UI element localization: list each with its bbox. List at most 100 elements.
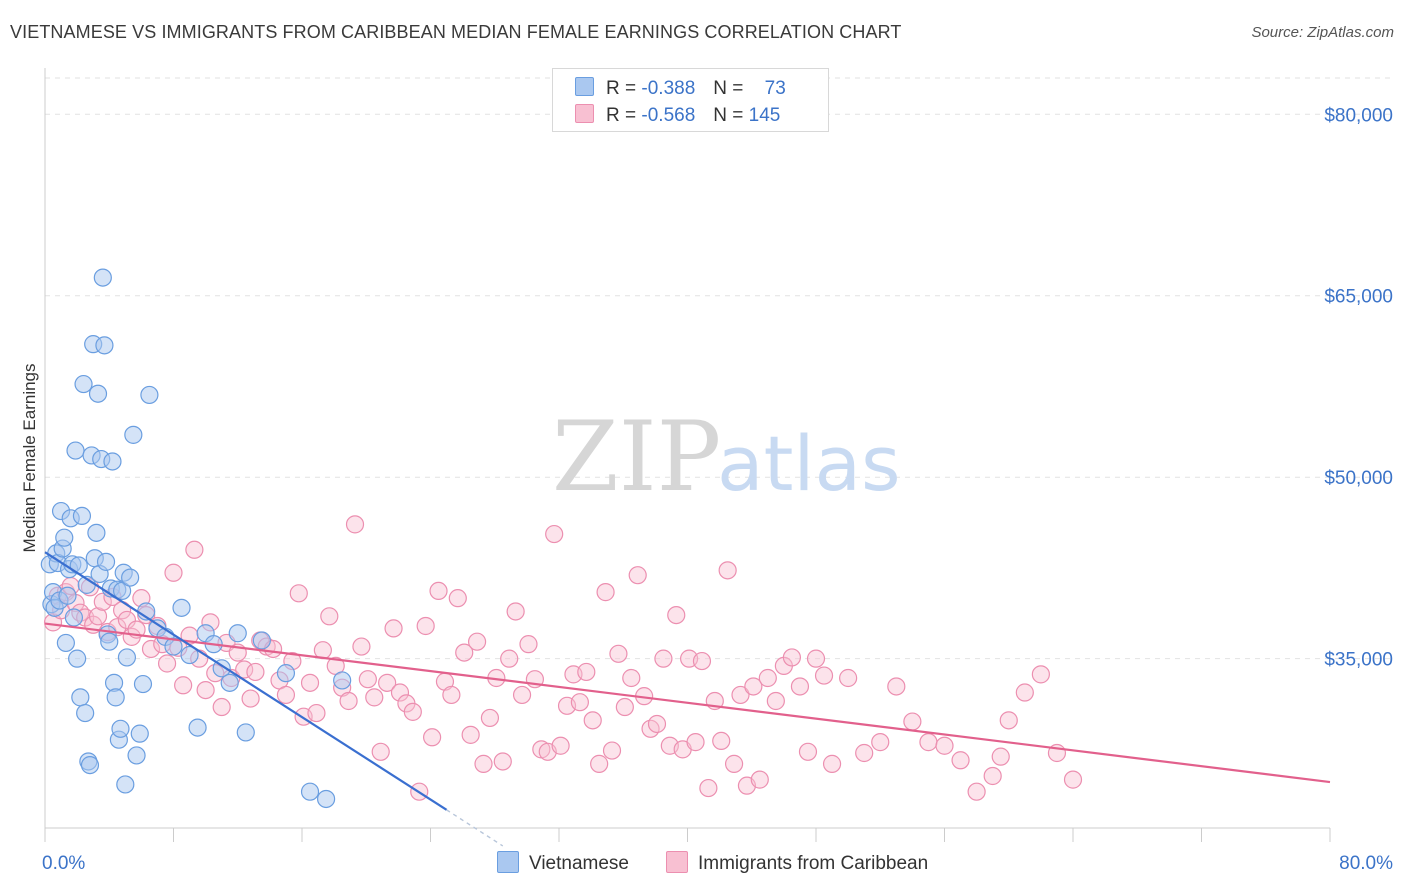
point-caribbean: [416, 616, 435, 636]
point-vietnamese: [172, 598, 191, 617]
point-vietnamese: [71, 688, 90, 707]
point-caribbean: [790, 677, 810, 696]
point-caribbean: [667, 605, 686, 625]
series-caribbean-points: [43, 515, 1083, 801]
point-caribbean: [378, 673, 397, 692]
point-vietnamese: [316, 789, 336, 809]
point-caribbean: [622, 668, 641, 688]
point-caribbean: [596, 583, 615, 602]
point-vietnamese: [236, 723, 255, 742]
point-vietnamese: [112, 581, 132, 601]
point-vietnamese: [103, 452, 122, 471]
point-vietnamese: [124, 425, 143, 444]
point-caribbean: [991, 747, 1010, 766]
point-caribbean: [241, 689, 260, 708]
series-vietnamese-points: [40, 268, 352, 809]
point-vietnamese: [69, 556, 88, 575]
legend-swatch-blue: [575, 77, 594, 96]
point-caribbean: [500, 649, 519, 668]
point-caribbean: [1063, 770, 1083, 789]
point-vietnamese: [87, 523, 106, 542]
x-tick-label-max: 80.0%: [1339, 853, 1393, 874]
point-vietnamese: [95, 336, 114, 355]
source-label: Source: ZipAtlas.com: [1251, 24, 1394, 41]
trend-line-vietnamese-extension: [446, 809, 504, 847]
point-caribbean: [117, 610, 137, 630]
bottom-legend-label: Immigrants from Caribbean: [698, 853, 929, 874]
point-caribbean: [141, 639, 161, 659]
point-vietnamese: [56, 633, 75, 653]
point-caribbean: [493, 752, 512, 771]
point-caribbean: [93, 592, 112, 611]
point-vietnamese: [220, 673, 239, 692]
point-caribbean: [887, 677, 906, 696]
point-caribbean: [185, 540, 204, 559]
point-caribbean: [461, 725, 480, 744]
point-caribbean: [609, 644, 628, 663]
y-tick-label: $80,000: [1324, 105, 1393, 126]
point-vietnamese: [80, 755, 100, 775]
legend-row-vietnamese: R = -0.388 N = 73: [575, 77, 786, 103]
legend-n-value: 73: [764, 78, 786, 99]
point-vietnamese: [106, 688, 125, 707]
axes: [44, 68, 1331, 842]
point-caribbean: [628, 566, 647, 585]
point-caribbean: [320, 607, 339, 626]
trend-line-caribbean: [44, 622, 1331, 784]
point-caribbean: [358, 670, 377, 689]
point-caribbean: [276, 685, 296, 705]
point-caribbean: [545, 524, 564, 544]
point-caribbean: [235, 660, 254, 679]
point-vietnamese: [93, 268, 112, 287]
point-vietnamese: [130, 724, 149, 743]
point-caribbean: [758, 668, 777, 688]
y-tick-labels: $35,000 $50,000 $65,000 $80,000: [1324, 105, 1393, 670]
point-vietnamese: [300, 782, 320, 801]
y-tick-label: $65,000: [1324, 287, 1393, 308]
point-caribbean: [474, 754, 493, 773]
x-tick-labels: 0.0% 80.0%: [42, 853, 1393, 874]
legend-r-value: -0.388: [641, 78, 696, 99]
point-vietnamese: [74, 374, 93, 394]
point-caribbean: [919, 733, 938, 752]
point-caribbean: [766, 691, 785, 711]
point-caribbean: [307, 703, 326, 723]
legend-row-caribbean: R = -0.568 N = 145: [575, 104, 780, 130]
y-axis-label: Median Female Earnings: [20, 364, 39, 553]
point-caribbean: [822, 754, 842, 773]
point-caribbean: [423, 728, 442, 747]
correlation-legend: R = -0.388 N = 73 R = -0.568 N = 145: [552, 68, 829, 132]
point-caribbean: [692, 651, 712, 671]
point-vietnamese: [58, 586, 77, 605]
point-caribbean: [157, 654, 177, 673]
bottom-legend-label: Vietnamese: [529, 853, 629, 874]
bottom-legend-vietnamese: Vietnamese: [497, 851, 629, 875]
legend-n-value: 145: [748, 105, 781, 126]
point-caribbean: [371, 742, 390, 761]
point-caribbean: [519, 635, 538, 654]
point-caribbean: [300, 673, 320, 692]
point-caribbean: [577, 662, 596, 682]
point-caribbean: [365, 688, 384, 707]
point-caribbean: [951, 751, 970, 770]
point-caribbean: [967, 782, 986, 801]
point-caribbean: [352, 637, 371, 656]
point-caribbean: [615, 697, 634, 717]
legend-r-label: R =: [606, 105, 637, 126]
point-caribbean: [686, 733, 705, 752]
chart-title: VIETNAMESE VS IMMIGRANTS FROM CARIBBEAN …: [10, 22, 902, 42]
point-caribbean: [871, 733, 890, 752]
point-caribbean: [384, 619, 403, 638]
trend-lines: [44, 551, 1331, 847]
point-caribbean: [602, 741, 622, 760]
point-caribbean: [855, 743, 874, 763]
legend-n-label: N =: [713, 105, 744, 126]
point-vietnamese: [333, 671, 352, 690]
point-caribbean: [403, 702, 422, 721]
point-caribbean: [429, 581, 448, 601]
y-tick-label: $35,000: [1324, 650, 1393, 671]
point-caribbean: [798, 742, 818, 761]
point-caribbean: [480, 708, 500, 728]
point-caribbean: [1015, 683, 1034, 702]
legend-n-label: N =: [713, 78, 744, 99]
